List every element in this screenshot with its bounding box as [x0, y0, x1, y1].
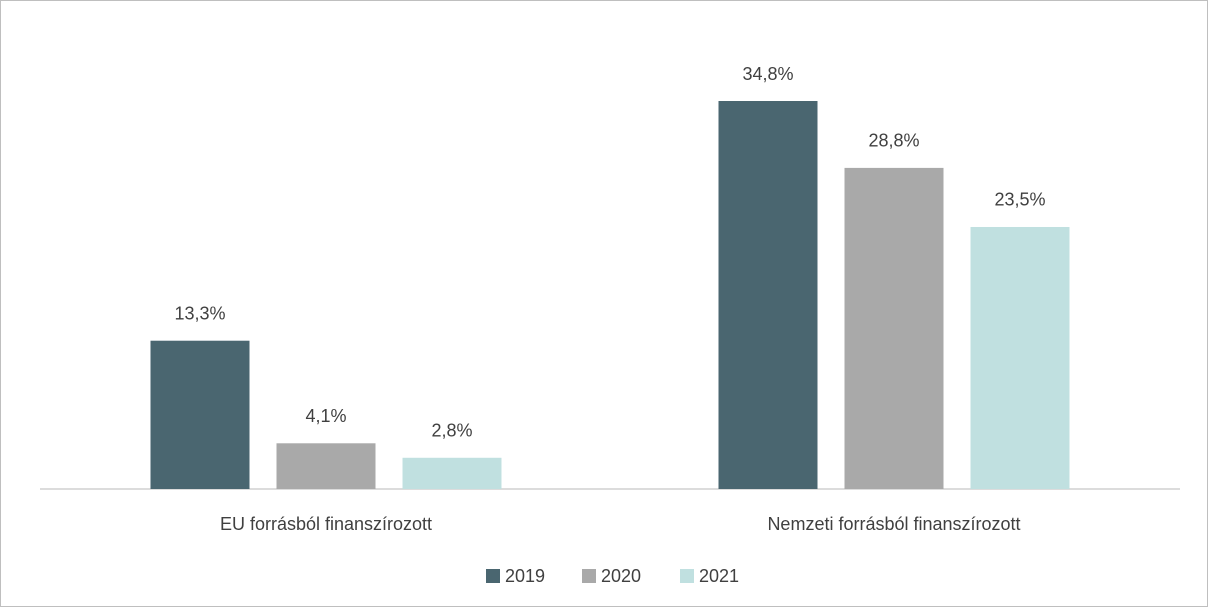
bar [150, 340, 250, 489]
bar [844, 167, 944, 489]
legend-swatch [582, 569, 596, 583]
data-label: 34,8% [742, 64, 793, 84]
data-label: 13,3% [174, 303, 225, 323]
data-label: 28,8% [868, 131, 919, 151]
legend-label: 2021 [699, 566, 739, 586]
x-tick-label: Nemzeti forrásból finanszírozott [767, 514, 1020, 534]
data-label: 2,8% [431, 421, 472, 441]
data-label: 4,1% [305, 406, 346, 426]
bar [718, 101, 818, 489]
bar [970, 226, 1070, 489]
bar [276, 443, 376, 489]
legend-label: 2020 [601, 566, 641, 586]
x-tick-label: EU forrásból finanszírozott [220, 514, 432, 534]
data-label: 23,5% [994, 190, 1045, 210]
bar [402, 457, 502, 489]
legend-label: 2019 [505, 566, 545, 586]
legend-swatch [486, 569, 500, 583]
legend-swatch [680, 569, 694, 583]
